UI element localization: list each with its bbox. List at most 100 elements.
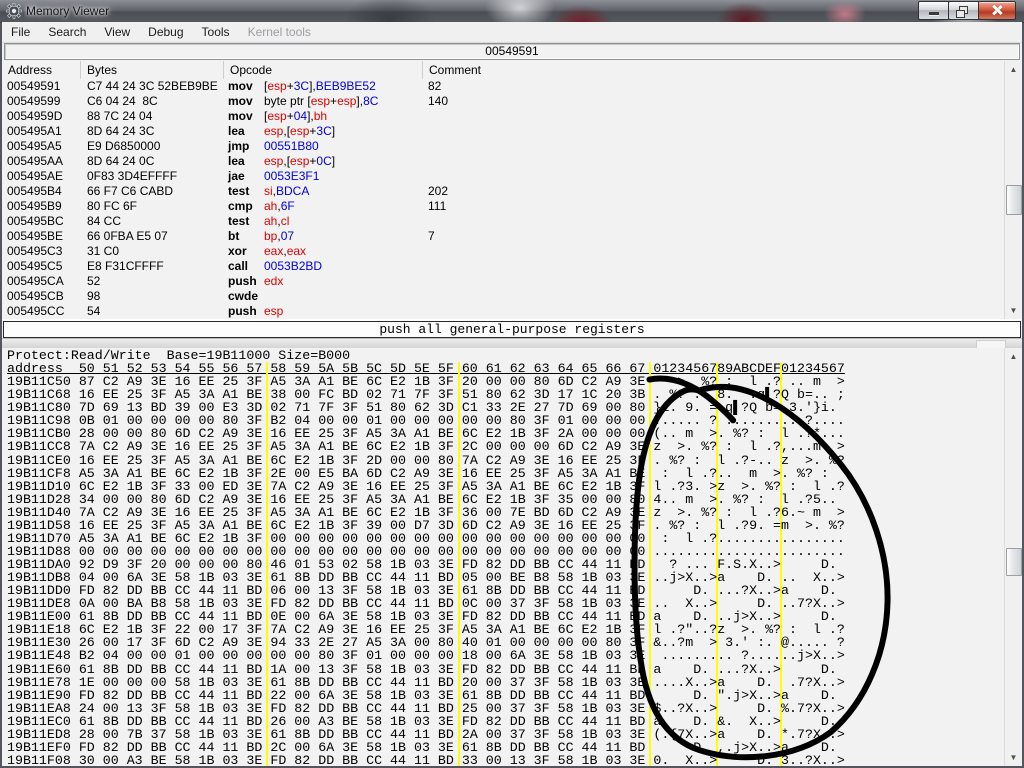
disasm-address: 00549591 — [7, 79, 61, 93]
hex-address: 19B11DD0 — [7, 583, 71, 599]
hex-ascii: 0. X..> D. 3..?X..> — [653, 752, 845, 766]
app-icon — [6, 3, 22, 19]
hex-address: 19B11D58 — [7, 517, 71, 533]
disasm-row[interactable]: 005495CA 52 push edx — [2, 274, 1005, 289]
disasm-row[interactable]: 005495CC 54 push esp — [2, 304, 1005, 319]
disasm-mnemonic: test — [228, 184, 250, 198]
hex-bytes: 61 8B DD BB CC 44 11 BD 0E 00 6A 3E 58 1… — [78, 609, 646, 625]
scroll-up-icon[interactable]: ▲ — [1009, 352, 1018, 361]
disasm-mnemonic: lea — [228, 124, 245, 138]
disasm-address: 005495BC — [7, 214, 64, 228]
disasm-bytes: E9 D6850000 — [87, 139, 161, 153]
hex-bytes: 30 00 A3 BE 58 1B 03 3E FD 82 DD BB CC 4… — [78, 752, 646, 766]
disasm-row[interactable]: 005495C5 E8 F31CFFFF call 0053B2BD — [2, 259, 1005, 274]
hex-row[interactable]: 19B11F08 30 00 A3 BE 58 1B 03 3E FD 82 D… — [2, 754, 1005, 766]
hex-bytes: 61 8B DD BB CC 44 11 BD 26 00 A3 BE 58 1… — [78, 713, 646, 729]
disasm-operands: esp — [264, 304, 284, 318]
hex-bytes: 34 00 00 80 6D C2 A9 3E 16 EE 25 3F A5 3… — [78, 491, 646, 507]
hex-bytes: 1E 00 00 00 58 1B 03 3E 61 8B DD BB CC 4… — [78, 674, 646, 690]
menu-item-view[interactable]: View — [104, 25, 131, 39]
disasm-row[interactable]: 00549599 C6 04 24 8C mov byte ptr [esp+esp]… — [2, 94, 1005, 109]
disasm-row[interactable]: 005495A1 8D 64 24 3C lea esp,[esp+3C] — [2, 124, 1005, 139]
title-bar[interactable]: Memory Viewer — [0, 0, 1024, 23]
disasm-mnemonic: mov — [228, 94, 253, 108]
disasm-address: 0054959D — [7, 109, 63, 123]
hex-address: 19B11CF8 — [7, 465, 71, 481]
menu-bar: File Search View Debug Tools Kernel tools — [2, 22, 1022, 43]
disasm-row[interactable]: 0054959D 88 7C 24 04 mov [esp+04],bh — [2, 109, 1005, 124]
disasm-row[interactable]: 00549591 C7 44 24 3C 52BEB9BE mov [esp+3C],… — [2, 79, 1005, 94]
close-icon — [992, 5, 1002, 15]
disasm-address: 005495B9 — [7, 199, 62, 213]
disasm-address: 005495C3 — [7, 244, 63, 258]
disasm-operands: [esp+3C],BEB9BE52 — [264, 79, 376, 93]
hex-scrollbar[interactable]: ▲ ▼ — [1004, 348, 1022, 766]
hex-address: 19B11EA8 — [7, 700, 71, 716]
menu-item-kernel-tools: Kernel tools — [247, 25, 311, 39]
disasm-row[interactable]: 005495BE 66 0FBA E5 07 bt bp,07 7 — [2, 229, 1005, 244]
disasm-operands: ah,6F — [264, 199, 295, 213]
hex-address: 19B11E00 — [7, 609, 71, 625]
column-header-opcode: Opcode — [223, 61, 429, 79]
minimize-button[interactable] — [918, 1, 950, 20]
disasm-mnemonic: jmp — [228, 139, 250, 153]
scroll-down-icon[interactable]: ▼ — [1009, 306, 1018, 315]
hex-bytes: FD 82 DD BB CC 44 11 BD 2C 00 6A 3E 58 1… — [78, 739, 646, 755]
hex-address: 19B11E90 — [7, 687, 71, 703]
disasm-comment: 111 — [428, 199, 447, 213]
hex-address: 19B11C80 — [7, 400, 71, 416]
region-info: Protect:Read/Write Base=19B11000 Size=B0… — [7, 348, 351, 363]
hex-address: 19B11E30 — [7, 635, 71, 651]
hex-address: 19B11D10 — [7, 478, 71, 494]
hex-bytes: 26 00 17 3F 6D C2 A9 3E 94 33 2E 27 A5 3… — [78, 635, 646, 651]
disasm-bytes: 66 F7 C6 CABD — [87, 184, 174, 198]
disasm-scrollbar-thumb[interactable] — [1006, 185, 1022, 215]
disasm-row[interactable]: 005495AA 8D 64 24 0C lea esp,[esp+0C] — [2, 154, 1005, 169]
menu-item-search[interactable]: Search — [48, 25, 87, 39]
disasm-bytes: 31 C0 — [87, 244, 120, 258]
hex-bytes: 7A C2 A9 3E 16 EE 25 3F A5 3A A1 BE 6C E… — [78, 439, 646, 455]
disasm-scrollbar[interactable]: ▲ ▼ — [1004, 61, 1022, 319]
disasm-address: 005495A5 — [7, 139, 62, 153]
scroll-up-icon[interactable]: ▲ — [1009, 65, 1018, 74]
disasm-row[interactable]: 005495AE 0F83 3D4EFFFF jae 0053E3F1 — [2, 169, 1005, 184]
disasm-operands: esp,[esp+0C] — [264, 154, 336, 168]
hex-address: 19B11EF0 — [7, 739, 71, 755]
hex-address: 19B11E18 — [7, 622, 71, 638]
hex-address: 19B11CB0 — [7, 426, 71, 442]
disasm-bytes: 66 0FBA E5 07 — [87, 229, 168, 243]
disasm-row[interactable]: 005495B9 80 FC 6F cmp ah,6F 111 — [2, 199, 1005, 214]
menu-item-tools[interactable]: Tools — [201, 25, 230, 39]
disasm-mnemonic: push — [228, 274, 257, 288]
hex-scrollbar-thumb[interactable] — [1006, 548, 1022, 576]
menu-item-debug[interactable]: Debug — [148, 25, 184, 39]
column-header-comment: Comment — [422, 61, 1005, 79]
disasm-bytes: 98 — [87, 289, 101, 303]
disasm-bytes: E8 F31CFFFF — [87, 259, 164, 273]
scroll-down-icon[interactable]: ▼ — [1009, 753, 1018, 762]
close-button[interactable] — [978, 1, 1016, 20]
disasm-row[interactable]: 005495A5 E9 D6850000 jmp 00551B80 — [2, 139, 1005, 154]
disasm-address: 005495C5 — [7, 259, 63, 273]
disasm-row[interactable]: 005495BC 84 CC test ah,cl — [2, 214, 1005, 229]
disasm-address: 005495CB — [7, 289, 64, 303]
disasm-operands: edx — [264, 274, 284, 288]
disasm-row[interactable]: 005495C3 31 C0 xor eax,eax — [2, 244, 1005, 259]
hex-row[interactable]: 19B11E78 1E 00 00 00 58 1B 03 3E 61 8B D… — [2, 674, 1005, 690]
disasm-row[interactable]: 005495B4 66 F7 C6 CABD test si,BDCA 202 — [2, 184, 1005, 199]
menu-item-file[interactable]: File — [11, 25, 31, 39]
disasm-mnemonic: jae — [228, 169, 245, 183]
hex-address: 19B11ED8 — [7, 726, 71, 742]
restore-button[interactable] — [948, 1, 980, 20]
address-input[interactable]: 00549591 — [4, 43, 1020, 60]
disasm-operands: eax,eax — [264, 244, 307, 258]
hex-address: 19B11C68 — [7, 387, 71, 403]
disasm-mnemonic: cwde — [228, 289, 259, 303]
hex-bytes: 87 C2 A9 3E 16 EE 25 3F A5 3A A1 BE 6C E… — [78, 374, 646, 390]
disasm-bytes: 52 — [87, 274, 101, 288]
disasm-row[interactable]: 005495CB 98 cwde — [2, 289, 1005, 304]
disasm-address: 005495AE — [7, 169, 64, 183]
hex-rows: 19B11C50 87 C2 A9 3E 16 EE 25 3F A5 3A A… — [2, 375, 1005, 766]
hex-address: 19B11D28 — [7, 491, 71, 507]
hex-address: 19B11D88 — [7, 543, 71, 559]
